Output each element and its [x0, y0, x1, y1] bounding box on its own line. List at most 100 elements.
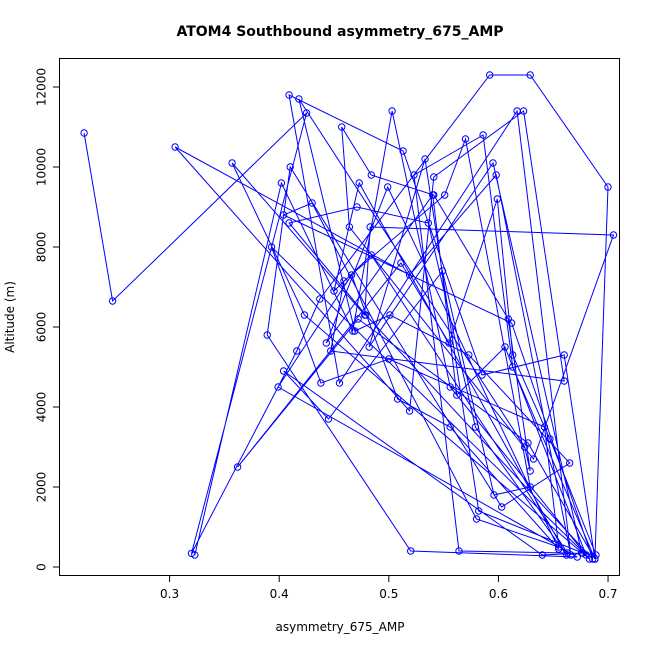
data-point: [475, 507, 483, 515]
x-axis-label: asymmetry_675_AMP: [276, 620, 405, 634]
data-point: [526, 467, 534, 475]
data-point: [472, 515, 481, 523]
series-trace-group: [83, 74, 615, 560]
data-point: [465, 351, 473, 359]
data-point: [293, 347, 301, 355]
data-point: [504, 315, 512, 323]
data-point: [521, 443, 529, 451]
data-point: [430, 191, 438, 199]
data-point: [489, 159, 497, 167]
data-point: [295, 95, 303, 103]
data-point: [347, 271, 356, 279]
data-point: [438, 267, 447, 275]
data-point: [285, 91, 293, 99]
data-point: [562, 551, 571, 559]
data-point: [604, 183, 612, 191]
data-point: [286, 163, 294, 171]
data-point: [555, 543, 563, 551]
data-point: [338, 123, 346, 131]
data-point: [274, 383, 282, 391]
data-point: [279, 367, 288, 375]
data-point: [365, 343, 373, 351]
data-point: [327, 347, 335, 355]
x-axis: 0.3 0.4 0.5 0.6 0.7: [160, 575, 618, 601]
data-point: [340, 277, 348, 285]
y-tick-label: 2000: [35, 472, 49, 503]
plot-area: [80, 71, 618, 563]
data-point: [393, 395, 402, 403]
data-point: [285, 219, 293, 227]
data-point: [560, 351, 568, 359]
data-point: [609, 231, 618, 239]
data-point: [479, 131, 487, 139]
data-point: [478, 371, 486, 379]
data-point: [384, 183, 392, 191]
data-point: [486, 71, 494, 79]
data-point: [317, 379, 325, 387]
y-tick-label: 0: [35, 563, 49, 571]
data-point: [407, 547, 415, 555]
data-point: [492, 171, 500, 179]
data-point: [405, 407, 414, 415]
data-point: [453, 391, 461, 399]
plot-frame: [59, 58, 620, 576]
data-point: [566, 459, 574, 467]
data-point: [501, 343, 509, 351]
data-point: [308, 199, 316, 207]
y-tick-label: 6000: [35, 312, 49, 343]
data-point: [263, 331, 271, 339]
data-point: [591, 555, 599, 563]
data-point: [430, 173, 438, 181]
data-point: [509, 363, 517, 371]
y-axis: 0 2000 4000 6000 8000 10000 12000: [35, 68, 60, 571]
data-point: [322, 339, 330, 347]
data-point: [399, 147, 407, 155]
data-point: [446, 383, 454, 391]
data-point: [410, 171, 418, 179]
data-point-group: [80, 71, 618, 563]
data-point: [330, 287, 338, 295]
data-point: [546, 435, 554, 443]
data-point: [519, 107, 528, 115]
data-point: [529, 455, 538, 463]
data-point: [367, 171, 375, 179]
data-point: [324, 415, 333, 423]
x-tick-label: 0.7: [598, 587, 617, 601]
x-tick-label: 0.6: [489, 587, 508, 601]
data-point: [386, 311, 394, 319]
data-point: [345, 223, 354, 231]
data-point: [526, 483, 534, 491]
data-point: [302, 109, 311, 117]
data-point: [540, 423, 549, 431]
data-point: [493, 195, 501, 203]
data-point: [560, 377, 568, 385]
data-point: [509, 351, 517, 359]
data-point: [80, 129, 88, 137]
data-point: [300, 311, 309, 319]
y-tick-label: 8000: [35, 232, 49, 263]
y-tick-label: 4000: [35, 392, 49, 423]
data-point: [555, 545, 563, 553]
data-point: [388, 107, 396, 115]
series-line: [83, 74, 615, 560]
data-point: [526, 71, 534, 79]
data-point: [354, 315, 362, 323]
data-point: [397, 259, 405, 267]
data-point: [351, 327, 359, 335]
data-point: [421, 155, 429, 163]
y-axis-label: Altitude (m): [3, 281, 17, 353]
data-point: [349, 327, 357, 335]
data-point: [471, 423, 480, 431]
data-point: [498, 503, 506, 511]
data-point: [108, 297, 117, 305]
data-point: [446, 423, 454, 431]
data-point: [538, 551, 546, 559]
data-point: [490, 491, 498, 499]
data-point: [355, 179, 363, 187]
x-tick-label: 0.4: [270, 587, 289, 601]
data-point: [361, 311, 369, 319]
x-tick-label: 0.5: [379, 587, 398, 601]
data-point: [279, 211, 288, 219]
data-point: [335, 379, 344, 387]
